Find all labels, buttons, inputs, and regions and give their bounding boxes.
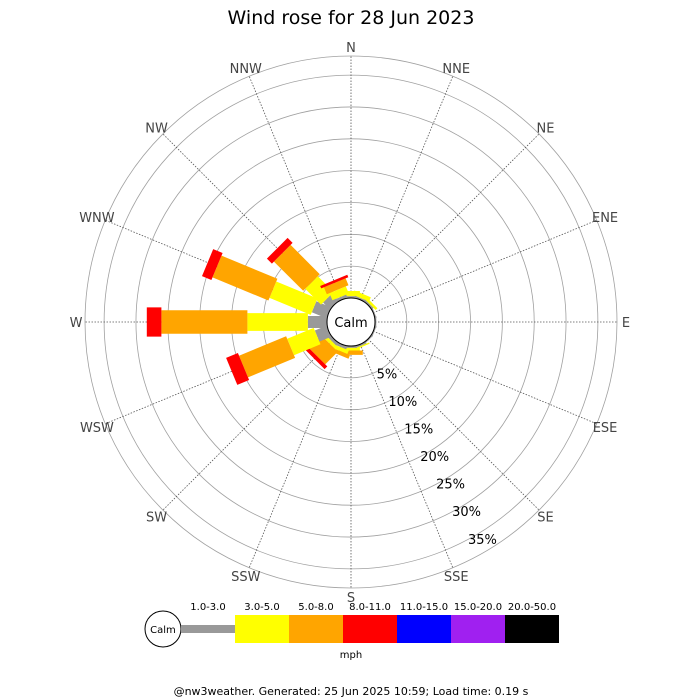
- direction-label-ene: ENE: [592, 211, 618, 226]
- chart-title: Wind rose for 28 Jun 2023: [228, 7, 475, 29]
- legend-swatch-5: [397, 615, 451, 643]
- direction-label-sw: SW: [146, 510, 167, 525]
- bar-ene-bin-1: [370, 306, 377, 319]
- bar-w-bin-4: [146, 307, 162, 337]
- direction-label-wsw: WSW: [80, 421, 114, 436]
- percent-label-1: 5%: [377, 367, 398, 382]
- spoke-ene: [373, 219, 597, 314]
- bar-ne-bin-2: [363, 295, 378, 310]
- bar-e-bin-1: [375, 316, 377, 328]
- percent-label-3: 15%: [404, 423, 433, 438]
- legend-swatch-2: [235, 615, 289, 643]
- bar-wnw-bin-2: [269, 281, 318, 315]
- legend-label-4: 8.0-11.0: [349, 602, 391, 613]
- bar-ne-bin-1: [363, 299, 374, 310]
- bar-nw-bin-4: [266, 237, 293, 264]
- bar-nnw-bin-3: [323, 278, 349, 295]
- direction-labels: N NNE NE ENE E ESE SE SSE S SSW SW WSW W WNW NW NNW: [70, 41, 631, 606]
- bar-wsw-bin-4: [226, 353, 250, 385]
- legend-items: 1.0-3.0 3.0-5.0 5.0-8.0 8.0-11.0 11.0-15.0 15…: [181, 602, 559, 643]
- percent-label-7: 35%: [468, 533, 497, 548]
- legend-swatch-3: [289, 615, 343, 643]
- bar-wnw-bin-4: [202, 249, 223, 280]
- spoke-sse: [359, 344, 454, 568]
- spoke-sw: [162, 338, 335, 511]
- direction-label-n: N: [346, 41, 356, 56]
- direction-label-e: E: [622, 316, 630, 331]
- bar-n-bin-1: [345, 296, 357, 298]
- legend-label-6: 15.0-20.0: [454, 602, 502, 613]
- bar-sse-bin-1: [354, 341, 367, 349]
- bar-ssw-bin-1: [335, 341, 348, 350]
- bar-w-bin-1: [307, 316, 327, 328]
- direction-label-ssw: SSW: [231, 570, 261, 585]
- bar-s-bin-1: [345, 346, 357, 348]
- wind-bars: [146, 237, 378, 385]
- direction-label-ese: ESE: [593, 421, 618, 436]
- direction-label-se: SE: [537, 510, 553, 525]
- bar-wsw-bin-2: [287, 327, 321, 356]
- direction-label-w: W: [70, 316, 83, 331]
- bar-ese-bin-1: [370, 325, 377, 338]
- spoke-ssw: [248, 344, 343, 568]
- grid-ring-outer: [84, 55, 618, 589]
- bar-nnw-bin-4: [320, 274, 349, 289]
- bar-sw-bin-1: [327, 334, 339, 346]
- legend-unit: mph: [340, 650, 362, 661]
- legend-swatch-6: [451, 615, 505, 643]
- legend-label-1: 1.0-3.0: [190, 602, 225, 613]
- bar-nw-bin-2: [305, 276, 334, 305]
- speed-legend: Calm 1.0-3.0 3.0-5.0 5.0-8.0 8.0-11.0 11.0-1…: [144, 602, 559, 661]
- bar-nnw-bin-1: [335, 294, 348, 303]
- legend-calm-label: Calm: [150, 625, 176, 636]
- bar-se-bin-1: [363, 334, 374, 345]
- spoke-ese: [373, 330, 597, 425]
- direction-label-s: S: [347, 591, 355, 606]
- percent-label-6: 30%: [452, 505, 481, 520]
- legend-swatch-1: [181, 625, 235, 633]
- legend-swatch-4: [343, 615, 397, 643]
- spoke-se: [367, 338, 540, 511]
- percent-label-4: 20%: [420, 450, 449, 465]
- direction-label-sse: SSE: [444, 570, 469, 585]
- direction-label-wnw: WNW: [79, 211, 115, 226]
- spoke-nnw: [248, 76, 343, 300]
- legend-label-7: 20.0-50.0: [508, 602, 556, 613]
- calm-label: Calm: [334, 316, 367, 331]
- bar-nw-bin-3: [273, 244, 320, 291]
- footer-text: @nw3weather. Generated: 25 Jun 2025 10:5…: [174, 685, 529, 698]
- spoke-nne: [359, 76, 454, 300]
- percent-label-2: 10%: [388, 395, 417, 410]
- percent-labels: 5% 10% 15% 20% 25% 30% 35%: [377, 367, 497, 547]
- bar-wsw-bin-3: [239, 336, 296, 378]
- bar-w-bin-2: [247, 313, 308, 331]
- bar-nnw-bin-2: [329, 286, 349, 301]
- grid-ring-6: [135, 106, 567, 538]
- bar-wnw-bin-3: [212, 255, 278, 301]
- legend-label-5: 11.0-15.0: [400, 602, 448, 613]
- direction-label-nne: NNE: [442, 62, 470, 77]
- bar-sw-bin-4: [303, 345, 328, 370]
- bar-nne-bin-1: [354, 295, 367, 303]
- legend-label-3: 5.0-8.0: [298, 602, 333, 613]
- bar-w-bin-3: [161, 310, 248, 334]
- bar-wsw-bin-1: [314, 325, 332, 342]
- direction-label-nnw: NNW: [230, 62, 262, 77]
- spoke-ne: [367, 133, 540, 306]
- legend-label-2: 3.0-5.0: [244, 602, 279, 613]
- bar-sw-bin-2: [323, 334, 339, 350]
- percent-label-5: 25%: [436, 478, 465, 493]
- calm-center: [326, 297, 376, 347]
- direction-label-ne: NE: [536, 122, 554, 137]
- legend-swatch-7: [505, 615, 559, 643]
- direction-label-nw: NW: [145, 122, 168, 137]
- calm-circle: Calm: [326, 297, 376, 347]
